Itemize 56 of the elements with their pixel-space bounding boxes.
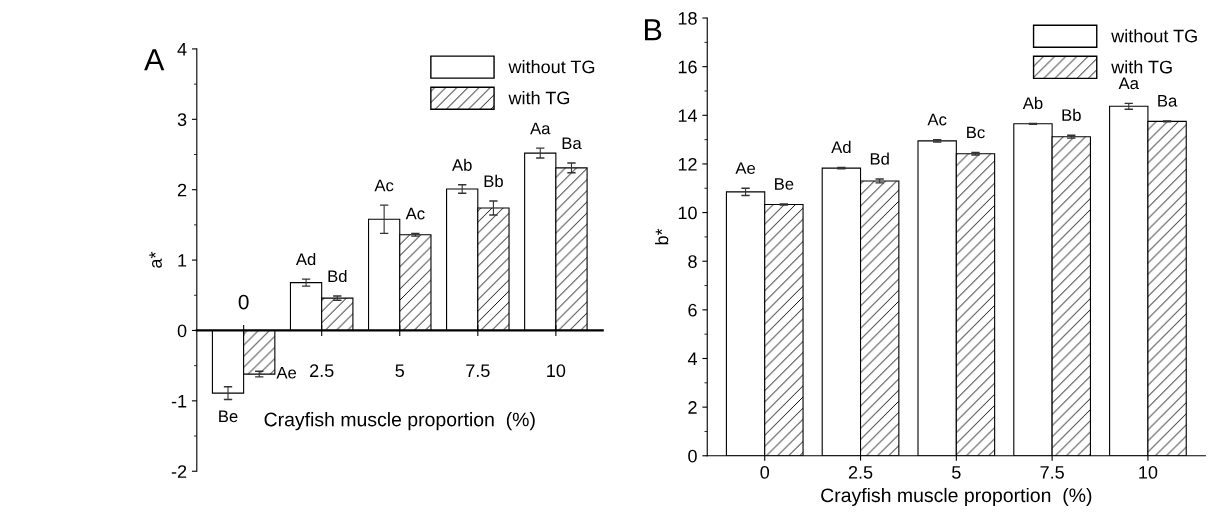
data-label: Be: [775, 178, 794, 190]
x-tick-label: 10: [1139, 465, 1158, 479]
data-label: Bd: [870, 152, 889, 165]
y-axis-title: a*: [149, 251, 162, 268]
data-label: Ac: [927, 113, 947, 126]
y-tick-label: 6: [688, 303, 697, 317]
x-axis-title: Crayfish muscle proportion (%): [821, 487, 1092, 507]
y-tick-label: 8: [688, 255, 697, 268]
x-tick-label: 5: [395, 364, 405, 378]
y-tick-label: 18: [678, 11, 697, 25]
data-label: Ae: [276, 366, 297, 379]
data-label: Ad: [295, 252, 316, 266]
y-tick-label: 2: [688, 401, 697, 414]
y-tick-label: 0: [177, 324, 187, 338]
x-tick-label: 2.5: [310, 364, 334, 378]
data-label: Ba: [1158, 95, 1178, 107]
data-label: Ab: [1022, 96, 1043, 110]
data-label: Bd: [328, 269, 347, 283]
data-label: Ac: [405, 207, 425, 220]
y-tick-label: 10: [678, 206, 697, 220]
y-tick-label: 4: [687, 352, 697, 366]
y-tick-label: 14: [678, 109, 697, 122]
data-label: Ba: [562, 137, 582, 150]
y-tick-label: 12: [678, 157, 697, 171]
y-axis-title: b*: [655, 228, 669, 245]
y-tick-label: -1: [171, 394, 187, 408]
x-tick-label: 10: [547, 364, 566, 378]
x-tick-label: 0: [760, 465, 770, 479]
chart-title: A: [144, 49, 165, 71]
y-tick-label: -2: [171, 465, 187, 478]
legend-label: with TG: [1111, 60, 1172, 74]
legend-label: with TG: [508, 91, 570, 105]
data-label: Bb: [484, 174, 503, 188]
y-tick-label: 1: [178, 254, 187, 267]
y-tick-label: 4: [177, 43, 187, 56]
data-label: Aa: [530, 122, 551, 135]
x-tick-label: 2.5: [848, 465, 873, 479]
data-label: Be: [219, 410, 238, 423]
data-label: Ab: [452, 158, 472, 171]
data-label: Bc: [967, 126, 985, 139]
legend-label: without TG: [1111, 29, 1197, 43]
y-tick-label: 2: [177, 183, 187, 197]
y-tick-label: 3: [177, 113, 187, 127]
y-tick-label: 0: [688, 449, 697, 463]
data-label: Ae: [735, 162, 756, 175]
chart-title: B: [645, 19, 662, 41]
x-tick-label: 5: [952, 466, 961, 479]
x-tick-label: 7.5: [1040, 466, 1064, 479]
x-axis-title: Crayfish muscle proportion (%): [264, 412, 535, 431]
data-label: Ac: [374, 179, 394, 192]
legend-label: without TG: [508, 60, 595, 74]
x-tick-label: 7.5: [466, 364, 490, 378]
y-tick-label: 16: [678, 60, 697, 74]
data-label: Bb: [1062, 108, 1081, 122]
data-label: Ad: [831, 140, 851, 154]
data-label: Aa: [1118, 77, 1139, 90]
